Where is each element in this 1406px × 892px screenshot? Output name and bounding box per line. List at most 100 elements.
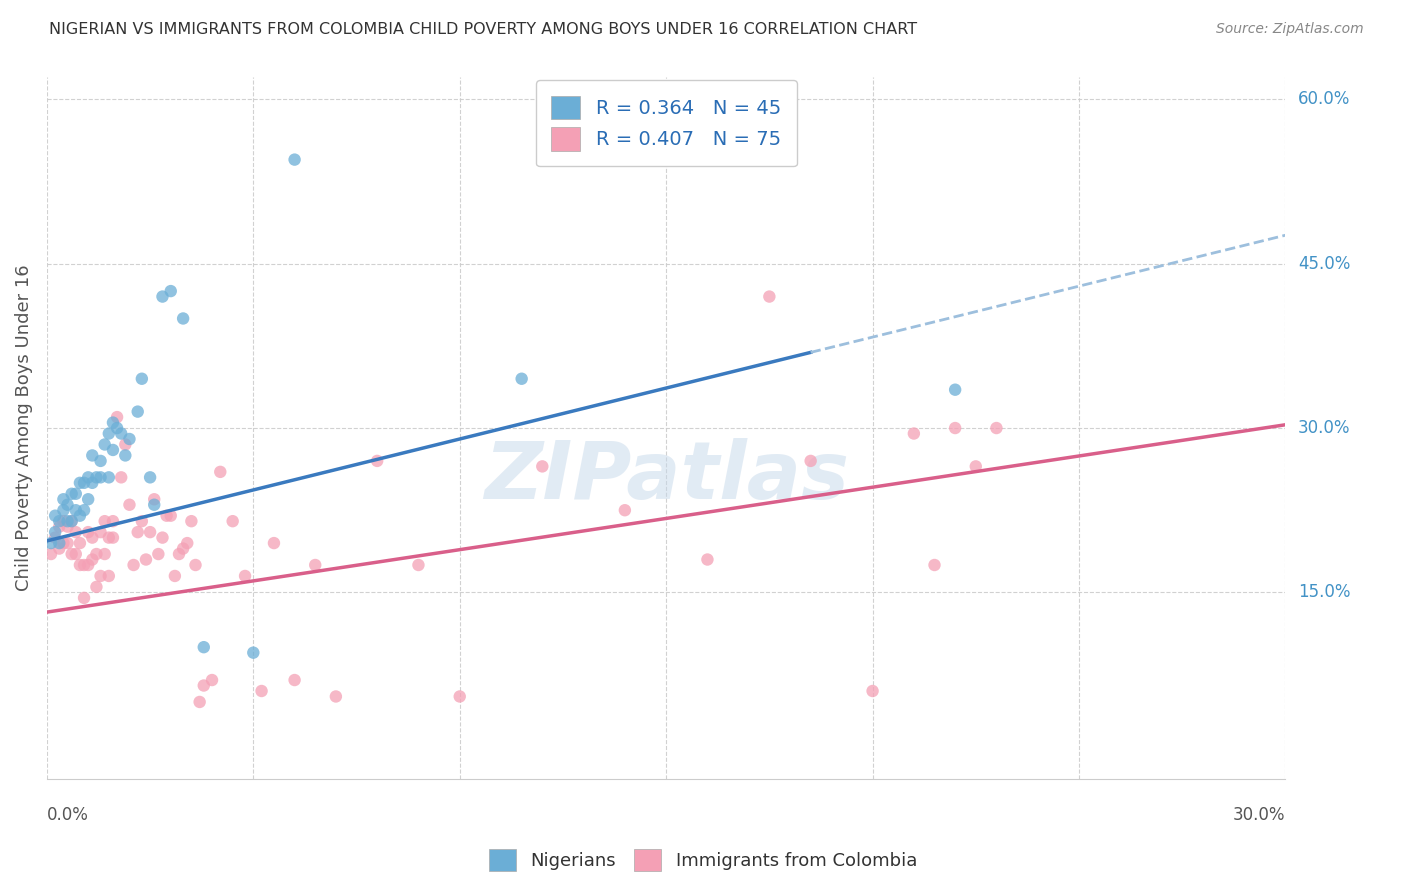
Point xyxy=(65,487,87,501)
Point xyxy=(163,569,186,583)
Point xyxy=(44,508,66,523)
Text: 0.0%: 0.0% xyxy=(46,806,89,824)
Point xyxy=(184,558,207,572)
Point xyxy=(39,536,62,550)
Point xyxy=(77,470,100,484)
Point xyxy=(139,525,162,540)
Point xyxy=(69,536,91,550)
Point xyxy=(86,470,108,484)
Point xyxy=(60,547,83,561)
Point xyxy=(284,673,307,687)
Point xyxy=(65,503,87,517)
Point xyxy=(48,519,70,533)
Text: ZIPatlas: ZIPatlas xyxy=(484,438,849,516)
Point xyxy=(105,410,128,425)
Point xyxy=(209,465,232,479)
Point xyxy=(90,470,112,484)
Point xyxy=(242,646,264,660)
Point xyxy=(77,525,100,540)
Point xyxy=(118,498,141,512)
Point xyxy=(60,514,83,528)
Point xyxy=(118,432,141,446)
Point xyxy=(39,547,62,561)
Point xyxy=(97,470,120,484)
Point xyxy=(172,311,194,326)
Point xyxy=(233,569,256,583)
Point xyxy=(52,492,75,507)
Point xyxy=(77,492,100,507)
Point xyxy=(152,531,174,545)
Text: 60.0%: 60.0% xyxy=(1298,90,1350,108)
Point xyxy=(531,459,554,474)
Point xyxy=(97,569,120,583)
Point xyxy=(965,459,987,474)
Point xyxy=(159,508,181,523)
Point xyxy=(284,153,307,167)
Point xyxy=(82,449,104,463)
Point xyxy=(86,547,108,561)
Point xyxy=(77,558,100,572)
Point xyxy=(110,470,132,484)
Point xyxy=(800,454,823,468)
Point xyxy=(188,695,211,709)
Legend: R = 0.364   N = 45, R = 0.407   N = 75: R = 0.364 N = 45, R = 0.407 N = 75 xyxy=(536,80,797,167)
Point xyxy=(101,531,124,545)
Point xyxy=(172,541,194,556)
Point xyxy=(193,640,215,655)
Point xyxy=(48,541,70,556)
Point xyxy=(97,426,120,441)
Point xyxy=(48,536,70,550)
Point xyxy=(263,536,285,550)
Point xyxy=(73,591,96,605)
Point xyxy=(52,503,75,517)
Point xyxy=(82,552,104,566)
Point xyxy=(221,514,243,528)
Point xyxy=(366,454,388,468)
Point xyxy=(82,531,104,545)
Point xyxy=(201,673,224,687)
Point xyxy=(696,552,718,566)
Point xyxy=(90,525,112,540)
Point xyxy=(52,514,75,528)
Point xyxy=(73,475,96,490)
Point xyxy=(101,514,124,528)
Point xyxy=(44,525,66,540)
Point xyxy=(73,558,96,572)
Text: 30.0%: 30.0% xyxy=(1233,806,1285,824)
Point xyxy=(148,547,170,561)
Point xyxy=(82,475,104,490)
Point xyxy=(56,519,79,533)
Point xyxy=(408,558,430,572)
Point xyxy=(159,284,181,298)
Point xyxy=(943,383,966,397)
Legend: Nigerians, Immigrants from Colombia: Nigerians, Immigrants from Colombia xyxy=(482,842,924,879)
Point xyxy=(193,679,215,693)
Point xyxy=(250,684,273,698)
Point xyxy=(65,547,87,561)
Point xyxy=(90,454,112,468)
Point xyxy=(862,684,884,698)
Point xyxy=(56,498,79,512)
Text: 30.0%: 30.0% xyxy=(1298,419,1350,437)
Point xyxy=(143,492,166,507)
Point xyxy=(510,372,533,386)
Point xyxy=(114,449,136,463)
Text: 15.0%: 15.0% xyxy=(1298,583,1350,601)
Text: Source: ZipAtlas.com: Source: ZipAtlas.com xyxy=(1216,22,1364,37)
Point xyxy=(110,426,132,441)
Point xyxy=(52,536,75,550)
Point xyxy=(131,514,153,528)
Point xyxy=(86,580,108,594)
Point xyxy=(48,514,70,528)
Point xyxy=(93,514,115,528)
Point xyxy=(73,503,96,517)
Point xyxy=(152,289,174,303)
Point xyxy=(139,470,162,484)
Point xyxy=(613,503,636,517)
Point xyxy=(127,404,149,418)
Point xyxy=(943,421,966,435)
Point xyxy=(44,531,66,545)
Point xyxy=(903,426,925,441)
Point xyxy=(97,531,120,545)
Point xyxy=(143,498,166,512)
